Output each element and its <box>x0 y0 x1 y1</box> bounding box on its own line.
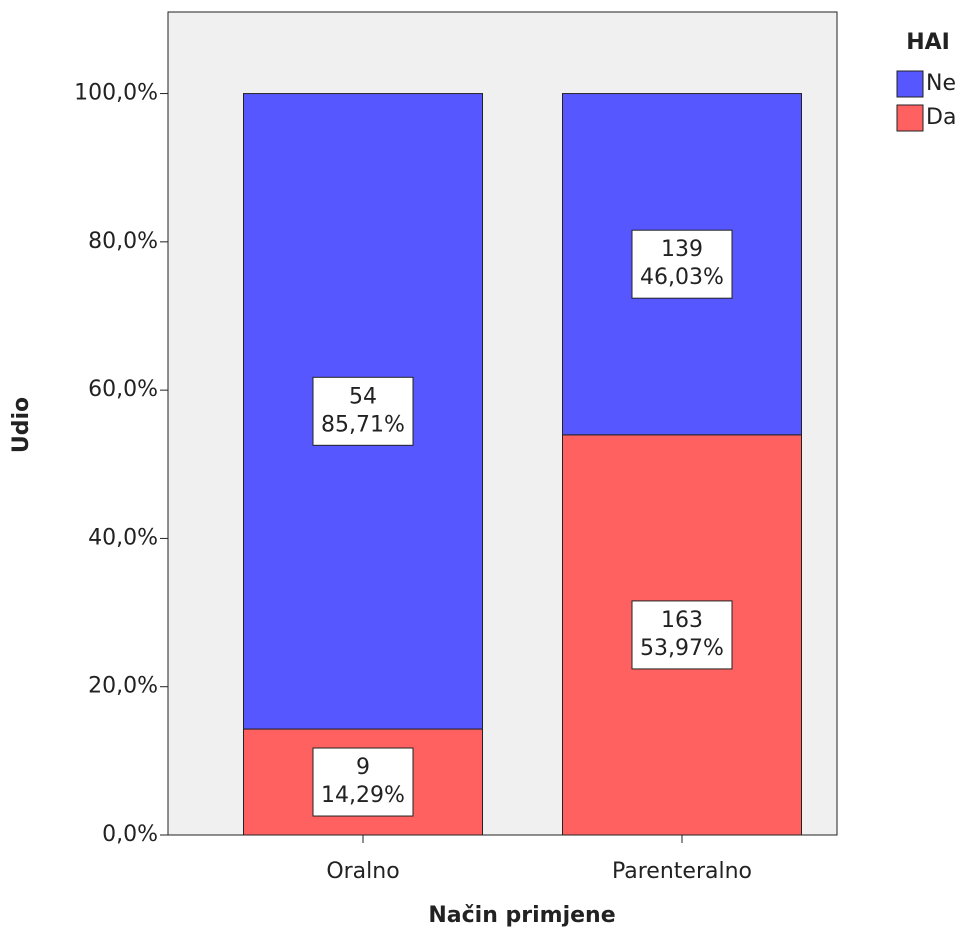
x-tick-label: Oralno <box>326 859 399 884</box>
value-label: 53,97% <box>640 636 724 661</box>
y-tick-label: 80,0% <box>88 229 158 254</box>
legend-label: Da <box>926 105 956 130</box>
value-label-box <box>312 376 414 446</box>
legend-swatch <box>896 104 924 132</box>
x-tick-label: Parenteralno <box>612 859 752 884</box>
legend-swatch <box>896 70 924 98</box>
value-label-box <box>312 747 414 817</box>
count-label: 139 <box>661 237 703 262</box>
count-label: 54 <box>349 384 377 409</box>
y-tick-label: 100,0% <box>74 81 158 106</box>
y-tick-label: 40,0% <box>88 525 158 550</box>
y-axis-title: Udio <box>9 397 34 453</box>
y-tick-label: 0,0% <box>102 822 158 847</box>
x-axis-title: Način primjene <box>428 903 615 928</box>
legend-label: Ne <box>926 71 956 96</box>
count-label: 163 <box>661 608 703 633</box>
value-label: 14,29% <box>321 783 405 808</box>
value-label-box <box>631 600 733 670</box>
value-label: 85,71% <box>321 412 405 437</box>
value-label-box <box>631 229 733 299</box>
count-label: 9 <box>356 755 370 780</box>
value-label: 46,03% <box>640 265 724 290</box>
y-tick-label: 20,0% <box>88 674 158 699</box>
y-tick-label: 60,0% <box>88 377 158 402</box>
legend-title: HAI <box>906 30 950 55</box>
